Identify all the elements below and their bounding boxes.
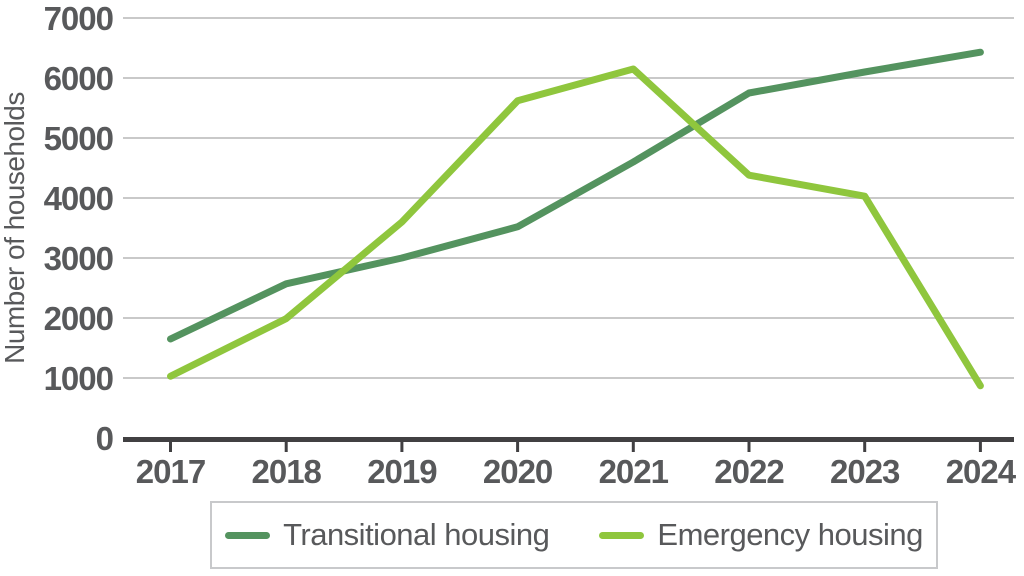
x-tick-label: 2021 (599, 453, 669, 490)
emergency-housing-swatch (599, 531, 645, 539)
legend-label-transitional-housing: Transitional housing (283, 517, 550, 552)
legend-item-emergency-housing: Emergency housing (599, 517, 923, 553)
legend-label-emergency-housing: Emergency housing (657, 517, 923, 552)
y-tick-label: 3000 (44, 240, 113, 277)
transitional-housing-swatch (225, 531, 271, 539)
y-tick-label: 6000 (44, 60, 113, 97)
legend-item-transitional-housing: Transitional housing (225, 517, 550, 553)
x-tick-label: 2018 (251, 453, 321, 490)
series-line-emergency-housing (167, 65, 984, 390)
series-line-transitional-housing (167, 48, 984, 343)
x-tick-label: 2022 (714, 453, 784, 490)
x-tick-label: 2024 (946, 453, 1017, 490)
chart-legend: Transitional housing Emergency housing (210, 501, 938, 569)
x-tick-label: 2020 (483, 453, 552, 490)
y-tick-label: 2000 (44, 300, 113, 337)
x-tick-label: 2023 (830, 453, 900, 490)
y-tick-label: 1000 (44, 360, 113, 397)
y-tick-label: 4000 (44, 180, 113, 217)
x-tick-label: 2017 (136, 453, 205, 490)
y-tick-label: 7000 (44, 0, 113, 37)
y-tick-label: 0 (96, 420, 113, 457)
y-axis-title: Number of households (0, 92, 30, 364)
x-tick-label: 2019 (367, 453, 437, 490)
y-tick-label: 5000 (44, 120, 113, 157)
